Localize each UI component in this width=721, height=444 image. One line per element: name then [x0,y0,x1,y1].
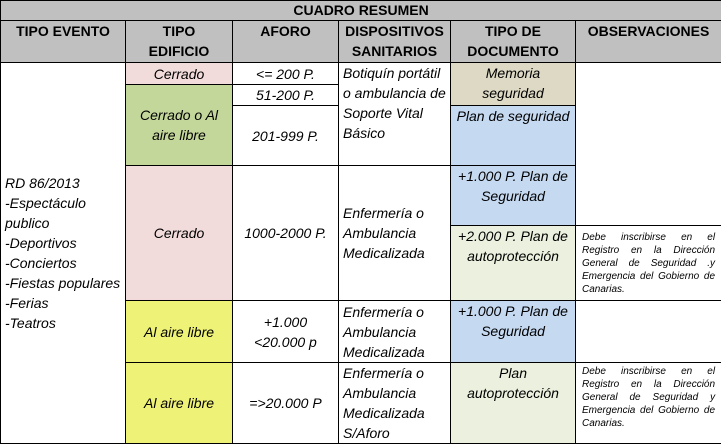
document-type-cell: +2.000 P. Plan de autoprotección [451,226,576,301]
document-type-cell: +1.000 P. Plan de Seguridad [451,166,576,226]
capacity-cell: 51-200 P. [233,85,339,106]
capacity-cell: +1.000 <20.000 p [233,301,339,363]
capacity-cell: <= 200 P. [233,63,339,85]
building-type-cell: Cerrado [126,63,233,85]
header-aforo: AFORO [233,21,339,63]
capacity-cell: =>20.000 P [233,363,339,444]
observations-cell: Debe inscribirse en el Registro en la Di… [576,226,721,301]
document-type-cell: +1.000 P. Plan de Seguridad [451,301,576,363]
observations-cell [576,63,721,226]
table-title: CUADRO RESUMEN [1,1,721,21]
capacity-cell: 201-999 P. [233,106,339,166]
building-type-cell: Al aire libre [126,301,233,363]
medical-devices-cell: Enfermería o Ambulancia Medicalizada [339,166,451,301]
building-type-cell: Cerrado o Al aire libre [126,85,233,166]
building-type-cell: Al aire libre [126,363,233,444]
building-type-cell: Cerrado [126,166,233,301]
observations-cell: Debe inscribirse en el Registro en la Di… [576,363,721,444]
observations-cell [576,301,721,363]
document-type-cell: Memoria seguridad [451,63,576,106]
medical-devices-cell: Enfermería o Ambulancia Medicalizada S/A… [339,363,451,444]
capacity-cell: 1000-2000 P. [233,166,339,301]
document-type-cell: Plan de seguridad [451,106,576,166]
header-tipo-evento: TIPO EVENTO [1,21,126,63]
header-observaciones: OBSERVACIONES [576,21,721,63]
document-type-cell: Plan autoprotección [451,363,576,444]
medical-devices-cell: Botiquín portátil o ambulancia de Soport… [339,63,451,166]
medical-devices-cell: Enfermería o Ambulancia Medicalizada [339,301,451,363]
event-type-cell: RD 86/2013 -Espectáculo publico -Deporti… [1,63,126,444]
